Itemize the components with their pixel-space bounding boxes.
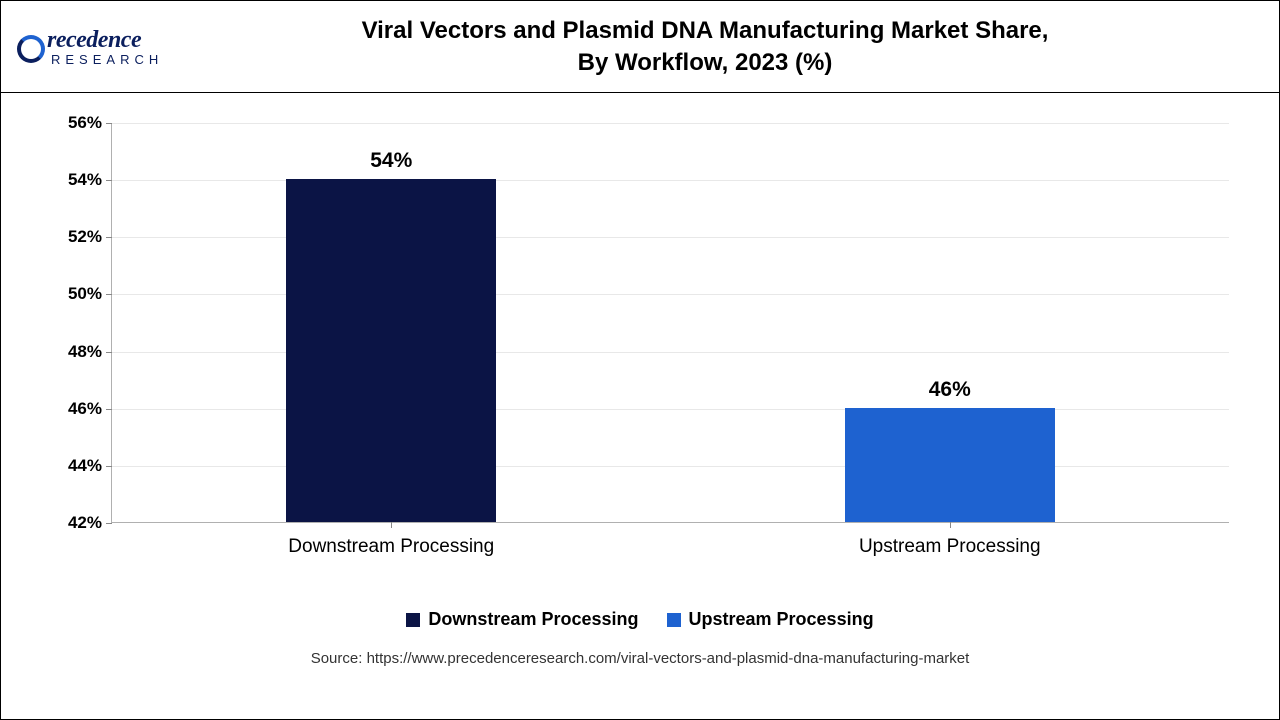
source-line: Source: https://www.precedenceresearch.c…: [1, 632, 1279, 667]
logo-text: recedence RESEARCH: [47, 26, 163, 67]
bar-group: 54%: [112, 179, 671, 522]
source-prefix: Source:: [311, 650, 367, 667]
bar-value-label: 46%: [929, 378, 971, 408]
legend-item: Downstream Processing: [406, 609, 638, 630]
y-tick-label: 44%: [52, 456, 112, 476]
legend-swatch: [667, 613, 681, 627]
y-tick-mark: [106, 123, 112, 124]
logo-word2: RESEARCH: [51, 52, 163, 67]
report-card: recedence RESEARCH Viral Vectors and Pla…: [0, 0, 1280, 720]
logo-word1: recedence: [47, 27, 141, 53]
y-tick-label: 46%: [52, 399, 112, 419]
gridline: [112, 123, 1229, 124]
legend-label: Downstream Processing: [428, 609, 638, 630]
bar-group: 46%: [671, 408, 1230, 522]
bar: 54%: [286, 179, 496, 522]
x-tick-mark: [391, 522, 392, 528]
legend: Downstream Processing Upstream Processing: [1, 603, 1279, 632]
brand-logo: recedence RESEARCH: [17, 26, 227, 67]
y-tick-label: 50%: [52, 284, 112, 304]
y-tick-label: 54%: [52, 170, 112, 190]
y-tick-label: 52%: [52, 227, 112, 247]
logo-ring-icon: [17, 35, 45, 63]
legend-item: Upstream Processing: [667, 609, 874, 630]
chart-region: 42%44%46%48%50%52%54%56%54%Downstream Pr…: [1, 93, 1279, 603]
chart-title-line2: By Workflow, 2023 (%): [227, 47, 1183, 78]
chart-title-line1: Viral Vectors and Plasmid DNA Manufactur…: [227, 15, 1183, 46]
y-tick-label: 42%: [52, 513, 112, 533]
source-url: https://www.precedenceresearch.com/viral…: [367, 650, 970, 667]
x-tick-mark: [950, 522, 951, 528]
legend-label: Upstream Processing: [689, 609, 874, 630]
header-row: recedence RESEARCH Viral Vectors and Pla…: [1, 1, 1279, 93]
bar: 46%: [845, 408, 1055, 522]
plot-area: 42%44%46%48%50%52%54%56%54%Downstream Pr…: [111, 123, 1229, 523]
bar-value-label: 54%: [370, 149, 412, 179]
y-tick-label: 48%: [52, 342, 112, 362]
y-tick-label: 56%: [52, 113, 112, 133]
legend-swatch: [406, 613, 420, 627]
chart-title: Viral Vectors and Plasmid DNA Manufactur…: [227, 15, 1263, 77]
